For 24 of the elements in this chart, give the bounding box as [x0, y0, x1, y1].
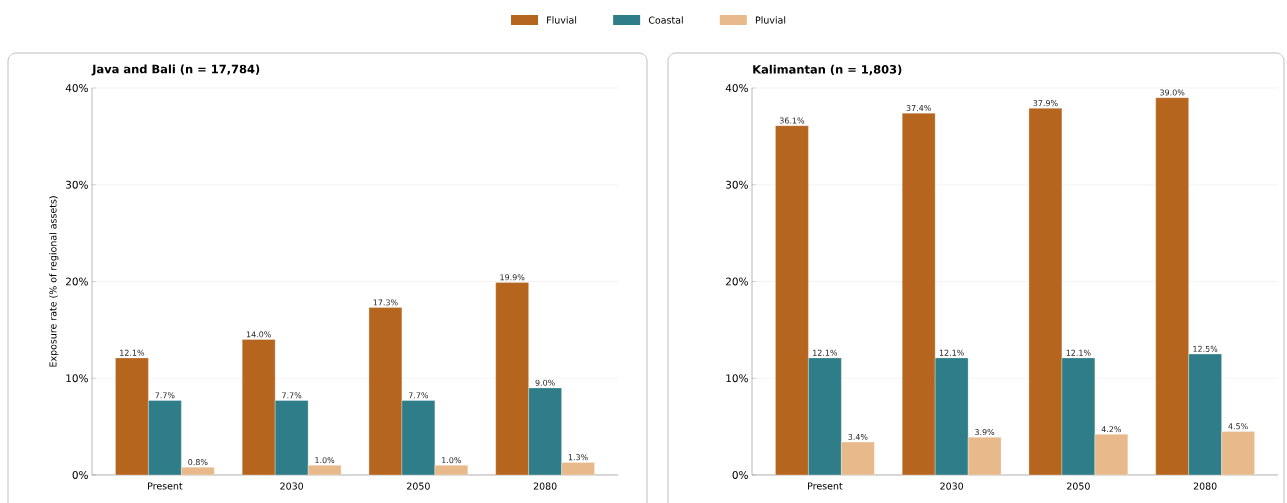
x-tick-label: Present [148, 482, 183, 490]
x-tick-label: 2050 [407, 482, 430, 490]
y-tick-label: 40% [65, 84, 88, 92]
y-tick-label: 20% [726, 277, 748, 286]
x-tick-label: 2050 [1067, 482, 1090, 490]
x-tick-label: 2080 [1193, 482, 1217, 490]
y-tick-label: 10% [66, 374, 88, 383]
legend-label: Fluvial [547, 16, 577, 24]
x-tick-label: 2030 [940, 482, 964, 490]
y-tick-label: 20% [66, 277, 88, 286]
legend-label: Coastal [648, 16, 683, 24]
y-axis-title: Exposure rate (% of regional assets) [49, 196, 59, 367]
y-tick-label: 0% [732, 471, 748, 479]
x-tick-label: 2030 [280, 482, 304, 490]
y-tick-label: 0% [72, 471, 88, 479]
chart-title: Kalimantan (n = 1,803) [753, 64, 902, 76]
legend-label: Pluvial [755, 16, 786, 24]
y-tick-label: 40% [725, 84, 748, 92]
x-tick-label: 2080 [533, 482, 557, 490]
x-tick-label: Present [808, 482, 843, 490]
y-tick-label: 10% [726, 374, 748, 383]
y-tick-label: 30% [726, 180, 748, 189]
y-tick-label: 30% [66, 180, 88, 189]
chart-title: Java and Bali (n = 17,784) [91, 64, 260, 76]
